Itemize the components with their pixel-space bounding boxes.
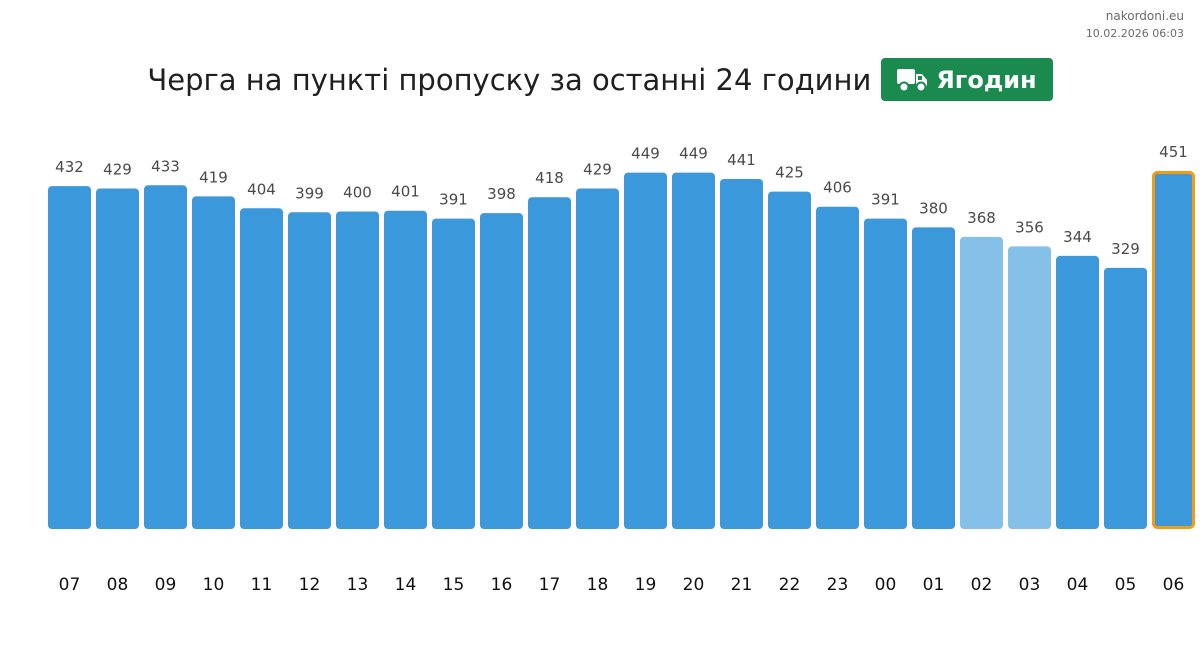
bar-22 xyxy=(768,191,811,529)
truck-icon xyxy=(897,68,928,92)
checkpoint-name: Ягодин xyxy=(936,65,1037,94)
bar-value-13: 400 xyxy=(343,183,372,201)
x-tick-18: 18 xyxy=(587,575,609,595)
bar-value-12: 399 xyxy=(295,184,324,202)
bar-value-21: 441 xyxy=(727,151,756,169)
x-tick-04: 04 xyxy=(1067,575,1089,595)
bar-01 xyxy=(912,227,955,530)
bar-13 xyxy=(336,211,379,529)
x-tick-05: 05 xyxy=(1115,575,1137,595)
bar-04 xyxy=(1056,255,1099,529)
bar-value-23: 406 xyxy=(823,179,852,197)
bar-19 xyxy=(624,172,667,529)
x-tick-11: 11 xyxy=(251,575,273,595)
bar-09 xyxy=(144,185,187,529)
site-name: nakordoni.eu xyxy=(1105,9,1184,23)
title-row: Черга на пункті пропуску за останні 24 г… xyxy=(0,58,1200,101)
bar-12 xyxy=(288,212,331,529)
bar-14 xyxy=(384,210,427,529)
bar-value-05: 329 xyxy=(1111,240,1140,258)
timestamp: 10.02.2026 06:03 xyxy=(1085,27,1184,40)
bar-value-03: 356 xyxy=(1015,218,1044,236)
bar-value-17: 418 xyxy=(535,169,564,187)
bar-16 xyxy=(480,213,523,529)
bar-value-18: 429 xyxy=(583,160,612,178)
bar-value-04: 344 xyxy=(1063,228,1092,246)
x-tick-15: 15 xyxy=(443,575,465,595)
x-tick-17: 17 xyxy=(539,575,561,595)
site-info: nakordoni.eu 10.02.2026 06:03 xyxy=(1086,8,1184,42)
bar-10 xyxy=(192,196,235,529)
bar-11 xyxy=(240,208,283,529)
bar-value-09: 433 xyxy=(151,157,180,175)
bar-07 xyxy=(48,186,91,530)
x-tick-06: 06 xyxy=(1163,575,1185,595)
bar-value-06: 451 xyxy=(1159,143,1188,161)
x-tick-22: 22 xyxy=(779,575,801,595)
x-tick-21: 21 xyxy=(731,575,753,595)
x-tick-01: 01 xyxy=(923,575,945,595)
x-tick-23: 23 xyxy=(827,575,849,595)
bar-value-07: 432 xyxy=(55,158,84,176)
bar-03 xyxy=(1008,246,1051,529)
bar-02 xyxy=(960,236,1003,529)
bar-value-10: 419 xyxy=(199,168,228,186)
bar-21 xyxy=(720,178,763,529)
bar-value-00: 391 xyxy=(871,191,900,209)
x-tick-09: 09 xyxy=(155,575,177,595)
checkpoint-badge: Ягодин xyxy=(881,58,1053,101)
bar-23 xyxy=(816,206,859,529)
bar-17 xyxy=(528,197,571,529)
x-tick-13: 13 xyxy=(347,575,369,595)
bar-value-11: 404 xyxy=(247,180,276,198)
bar-value-01: 380 xyxy=(919,199,948,217)
bar-value-15: 391 xyxy=(439,191,468,209)
x-tick-20: 20 xyxy=(683,575,705,595)
bar-value-19: 449 xyxy=(631,145,660,163)
x-tick-14: 14 xyxy=(395,575,417,595)
bar-15 xyxy=(432,218,475,529)
bar-06 xyxy=(1152,171,1195,529)
bar-value-20: 449 xyxy=(679,145,708,163)
bar-value-22: 425 xyxy=(775,164,804,182)
x-tick-19: 19 xyxy=(635,575,657,595)
bar-20 xyxy=(672,172,715,529)
bar-value-08: 429 xyxy=(103,160,132,178)
bar-08 xyxy=(96,188,139,529)
x-tick-12: 12 xyxy=(299,575,321,595)
bar-00 xyxy=(864,218,907,529)
bar-value-16: 398 xyxy=(487,185,516,203)
x-tick-07: 07 xyxy=(59,575,81,595)
page-title: Черга на пункті пропуску за останні 24 г… xyxy=(147,62,872,97)
bar-05 xyxy=(1104,267,1147,529)
x-tick-02: 02 xyxy=(971,575,993,595)
bar-value-02: 368 xyxy=(967,209,996,227)
x-tick-16: 16 xyxy=(491,575,513,595)
x-tick-10: 10 xyxy=(203,575,225,595)
x-tick-00: 00 xyxy=(875,575,897,595)
bar-18 xyxy=(576,188,619,529)
bar-value-14: 401 xyxy=(391,183,420,201)
x-tick-08: 08 xyxy=(107,575,129,595)
x-tick-03: 03 xyxy=(1019,575,1041,595)
